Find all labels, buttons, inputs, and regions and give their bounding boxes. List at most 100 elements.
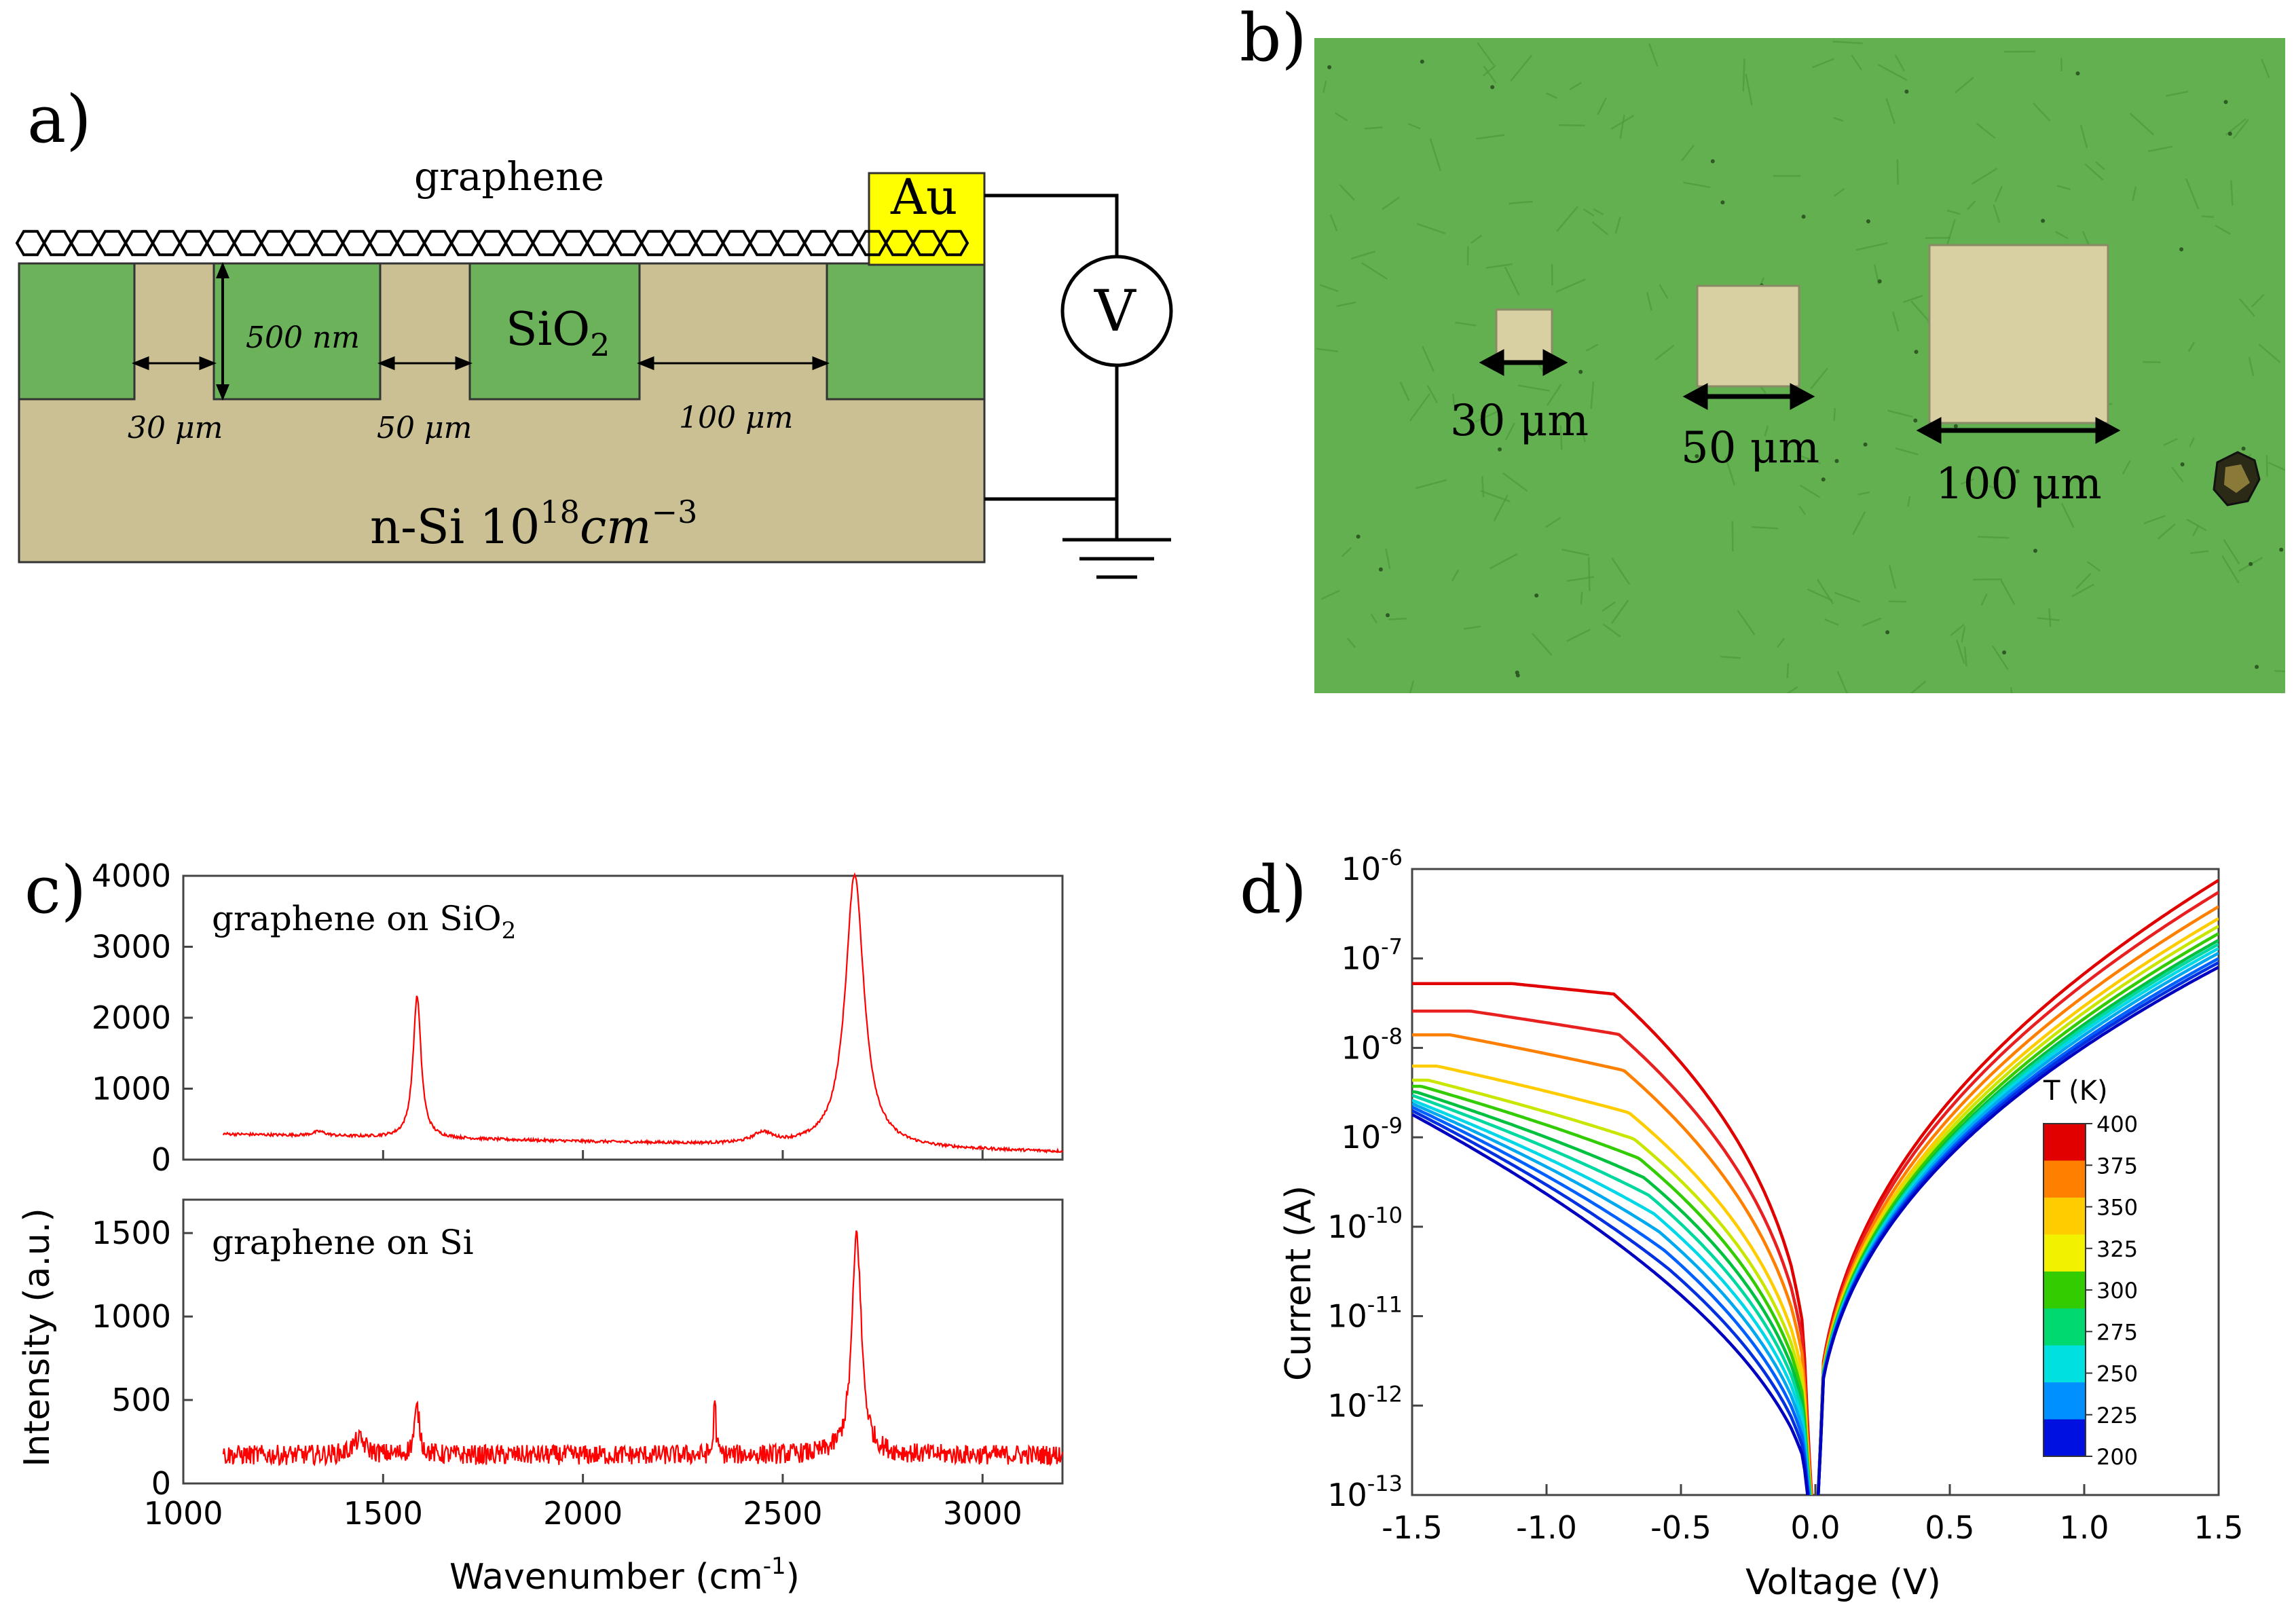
panel-c-label: c) (24, 852, 87, 928)
micrograph-streak (1681, 145, 1695, 162)
micrograph-streak (1399, 382, 1410, 401)
iv-curve-310 (1412, 932, 2219, 1495)
raman-y-tick-label: 4000 (92, 857, 171, 894)
micrograph-speck (2179, 247, 2184, 252)
micrograph-streak (2132, 186, 2137, 201)
micrograph-streak (1602, 623, 1621, 638)
iv-curves-chart: 10-6 10-7 10-8 10-9 10-10 10-11 10-12 10-13-1.5… (1278, 845, 2244, 1603)
graphene-hexagon (151, 229, 182, 257)
micrograph-streak (1954, 77, 1974, 94)
micrograph-streak (1409, 393, 1430, 422)
micrograph-streak (1807, 588, 1833, 602)
micrograph-streak (1559, 425, 1563, 450)
raman-y-tick-label: 1000 (92, 1298, 171, 1335)
raman-top-plot: 0 1000 2000 3000 4000 (92, 857, 1064, 1178)
micrograph-streak (2148, 145, 2172, 153)
micrograph-streak (1894, 54, 1906, 72)
micrograph-streak (1855, 242, 1888, 251)
graphene-hexagon (232, 229, 263, 257)
iv-curve-275 (1412, 942, 2219, 1495)
micrograph-streak (1476, 134, 1505, 140)
micrograph-streak (1811, 58, 1835, 69)
micrograph-speck (1914, 350, 1919, 354)
colorbar-tick-label: 275 (2096, 1319, 2138, 1345)
micrograph-speck (1953, 424, 1958, 428)
micrograph-streak (1799, 484, 1821, 498)
micrograph-speck (1356, 534, 1361, 539)
micrograph-streak (2274, 669, 2285, 673)
micrograph-streak (1559, 124, 1585, 127)
panel-a-label: a) (27, 81, 92, 158)
graphene-hexagon (830, 229, 861, 257)
raman-top-legend: graphene on SiO2 (212, 899, 516, 944)
iv-x-tick-label: -1.5 (1382, 1509, 1443, 1546)
micrograph-streak (1961, 626, 1966, 643)
micrograph-streak (1646, 292, 1652, 311)
micrograph-streak (1566, 629, 1591, 642)
micrograph-streak (1452, 394, 1456, 412)
graphene-hexagon (259, 229, 291, 257)
micrograph-streak (1329, 214, 1338, 232)
micrograph-streak (1485, 263, 1513, 269)
micrograph-streak (1619, 114, 1625, 139)
micrograph-streak (1319, 284, 1339, 293)
micrograph-streak (2230, 180, 2234, 206)
micrograph-streak (1836, 671, 1848, 693)
micrograph-streak (1810, 367, 1829, 390)
micrograph-streak (1470, 234, 1482, 244)
iv-y-tick-label: 10-7 (1342, 934, 1403, 977)
micrograph-speck (1885, 630, 1890, 635)
micrograph-streak (1902, 295, 1923, 303)
raman-y-axis-label: Intensity (a.u.) (17, 1208, 58, 1466)
iv-y-axis-label: Current (A) (1278, 1185, 1319, 1381)
raman-y-tick-label: 1500 (92, 1215, 171, 1251)
raman-bottom-plot: 0 500 1000 1500 1000 1500 2000 2500 3000 (92, 1198, 1064, 1532)
iv-x-tick-label: -1.0 (1516, 1509, 1577, 1546)
micrograph-speck (1866, 219, 1870, 223)
micrograph-streak (1654, 344, 1675, 361)
micrograph-streak (2192, 525, 2199, 536)
micrograph-speck (1490, 85, 1495, 90)
graphene-hexagon (748, 229, 779, 257)
micrograph-streak (1585, 344, 1599, 352)
micrograph-streak (2189, 437, 2196, 447)
micrograph-speck (1327, 65, 1332, 69)
micrograph-streak (1388, 617, 1407, 621)
micrograph-streak (2060, 502, 2075, 528)
micrograph-streak (1980, 593, 1988, 606)
iv-curve-245 (1412, 951, 2219, 1495)
micrograph-streak (2238, 298, 2255, 317)
micrograph-streak (2000, 579, 2016, 605)
micrograph-streak (1517, 384, 1551, 392)
micrograph-streak (2232, 119, 2249, 139)
raman-y-tick-label: 0 (151, 1465, 171, 1502)
raman-y-tick-label: 1000 (92, 1071, 171, 1107)
iv-curve-210 (1412, 961, 2219, 1495)
width-label-50: 50 μm (377, 411, 472, 445)
micrograph-texture (1316, 40, 2285, 693)
iv-curve-260 (1412, 946, 2219, 1495)
micrograph-streak (1833, 117, 1844, 122)
micrograph-streak (1504, 422, 1516, 441)
trench-30um (1495, 308, 1553, 365)
micrograph-streak (1993, 204, 2001, 223)
micrograph-speck (2241, 446, 2246, 451)
micrograph-streak (1385, 548, 1391, 570)
graphene-hexagon (802, 229, 834, 257)
micrograph-streak (1483, 65, 1497, 84)
raman-x-tick-label: 3000 (943, 1495, 1022, 1532)
micrograph-streak (2056, 185, 2071, 191)
graphene-hexagon (694, 229, 725, 257)
device-schematic: Au graphene 500 nm 30 μm 50 μm 100 μm Si… (15, 156, 1173, 579)
micrograph-speck (2227, 132, 2232, 136)
micrograph-streak (1907, 496, 1911, 507)
micrograph-streak (2075, 572, 2092, 589)
raman-y-tick-label: 500 (111, 1382, 171, 1418)
micrograph-streak (1561, 549, 1590, 556)
graphene-label: graphene (414, 156, 604, 200)
micrograph-streak (1887, 409, 1913, 418)
micrograph-streak (1451, 569, 1460, 582)
micrograph-speck (1877, 279, 1882, 284)
colorbar-segment (2043, 1419, 2086, 1457)
